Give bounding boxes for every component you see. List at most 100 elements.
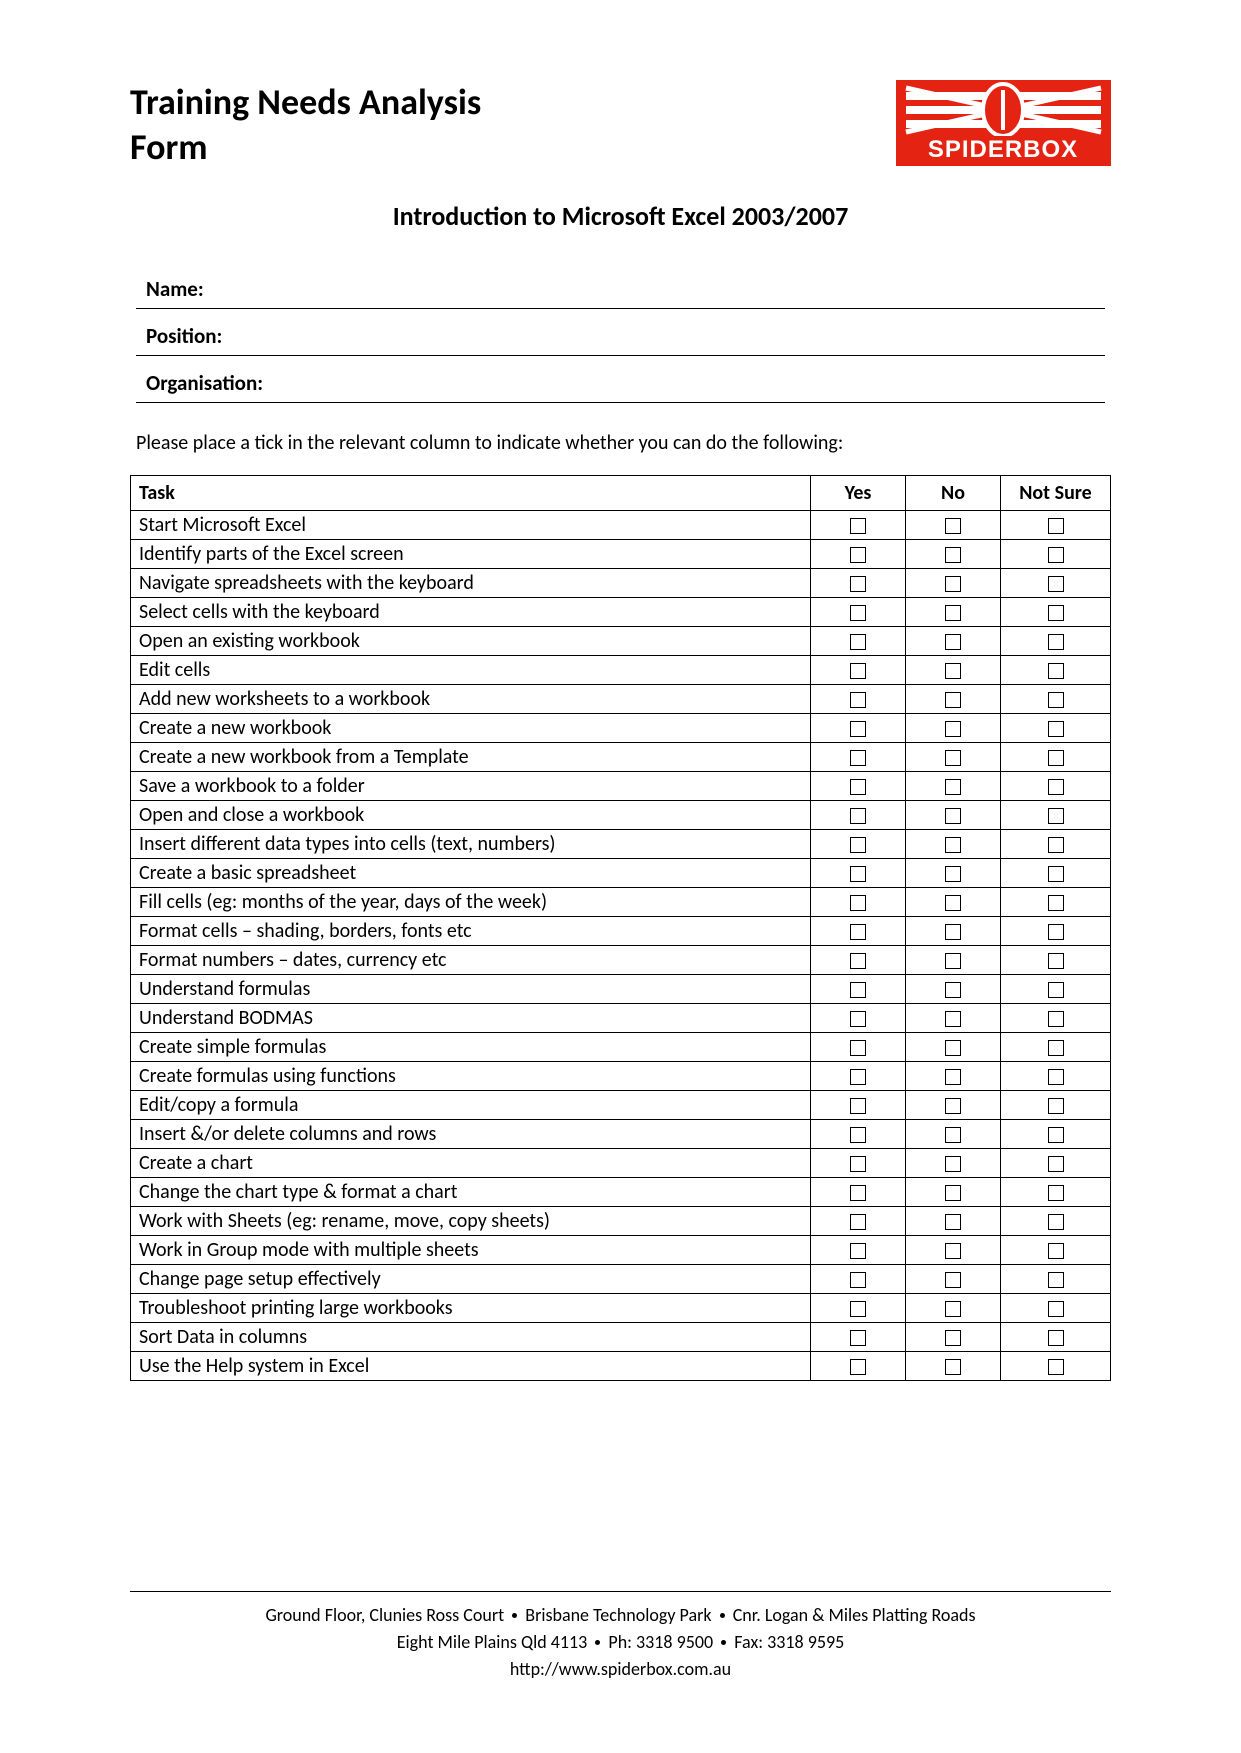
checkbox-icon[interactable] xyxy=(945,1185,961,1201)
checkbox-cell-notsure[interactable] xyxy=(1001,946,1111,975)
checkbox-icon[interactable] xyxy=(945,576,961,592)
checkbox-icon[interactable] xyxy=(945,721,961,737)
checkbox-cell-no[interactable] xyxy=(906,917,1001,946)
checkbox-cell-no[interactable] xyxy=(906,830,1001,859)
checkbox-cell-notsure[interactable] xyxy=(1001,714,1111,743)
checkbox-cell-yes[interactable] xyxy=(811,917,906,946)
checkbox-cell-yes[interactable] xyxy=(811,656,906,685)
checkbox-icon[interactable] xyxy=(850,1069,866,1085)
checkbox-icon[interactable] xyxy=(1048,518,1064,534)
checkbox-icon[interactable] xyxy=(945,1214,961,1230)
checkbox-icon[interactable] xyxy=(850,518,866,534)
checkbox-cell-notsure[interactable] xyxy=(1001,1033,1111,1062)
checkbox-icon[interactable] xyxy=(945,1098,961,1114)
checkbox-cell-no[interactable] xyxy=(906,1120,1001,1149)
checkbox-icon[interactable] xyxy=(945,1040,961,1056)
checkbox-icon[interactable] xyxy=(850,866,866,882)
checkbox-icon[interactable] xyxy=(1048,750,1064,766)
checkbox-cell-notsure[interactable] xyxy=(1001,1294,1111,1323)
checkbox-icon[interactable] xyxy=(1048,1272,1064,1288)
checkbox-cell-notsure[interactable] xyxy=(1001,627,1111,656)
checkbox-icon[interactable] xyxy=(850,982,866,998)
checkbox-icon[interactable] xyxy=(945,1301,961,1317)
checkbox-icon[interactable] xyxy=(850,547,866,563)
checkbox-icon[interactable] xyxy=(1048,895,1064,911)
checkbox-icon[interactable] xyxy=(1048,692,1064,708)
checkbox-icon[interactable] xyxy=(945,663,961,679)
checkbox-icon[interactable] xyxy=(945,1069,961,1085)
checkbox-cell-yes[interactable] xyxy=(811,540,906,569)
checkbox-icon[interactable] xyxy=(1048,1301,1064,1317)
checkbox-icon[interactable] xyxy=(1048,1330,1064,1346)
checkbox-cell-yes[interactable] xyxy=(811,1120,906,1149)
checkbox-cell-yes[interactable] xyxy=(811,1062,906,1091)
checkbox-cell-yes[interactable] xyxy=(811,714,906,743)
checkbox-icon[interactable] xyxy=(850,1272,866,1288)
checkbox-cell-no[interactable] xyxy=(906,598,1001,627)
checkbox-icon[interactable] xyxy=(850,953,866,969)
checkbox-icon[interactable] xyxy=(945,866,961,882)
checkbox-cell-notsure[interactable] xyxy=(1001,1207,1111,1236)
checkbox-icon[interactable] xyxy=(1048,1156,1064,1172)
checkbox-icon[interactable] xyxy=(1048,1359,1064,1375)
checkbox-cell-no[interactable] xyxy=(906,1352,1001,1381)
checkbox-cell-notsure[interactable] xyxy=(1001,772,1111,801)
checkbox-cell-yes[interactable] xyxy=(811,1149,906,1178)
checkbox-icon[interactable] xyxy=(945,837,961,853)
checkbox-cell-yes[interactable] xyxy=(811,1004,906,1033)
checkbox-cell-no[interactable] xyxy=(906,975,1001,1004)
checkbox-cell-notsure[interactable] xyxy=(1001,859,1111,888)
checkbox-cell-yes[interactable] xyxy=(811,627,906,656)
checkbox-icon[interactable] xyxy=(945,634,961,650)
checkbox-cell-yes[interactable] xyxy=(811,830,906,859)
checkbox-icon[interactable] xyxy=(1048,1069,1064,1085)
checkbox-cell-yes[interactable] xyxy=(811,598,906,627)
checkbox-icon[interactable] xyxy=(945,1243,961,1259)
checkbox-icon[interactable] xyxy=(850,779,866,795)
checkbox-icon[interactable] xyxy=(1048,663,1064,679)
checkbox-icon[interactable] xyxy=(1048,1040,1064,1056)
checkbox-icon[interactable] xyxy=(1048,1214,1064,1230)
checkbox-cell-notsure[interactable] xyxy=(1001,1062,1111,1091)
checkbox-cell-notsure[interactable] xyxy=(1001,511,1111,540)
checkbox-icon[interactable] xyxy=(850,750,866,766)
checkbox-cell-no[interactable] xyxy=(906,1149,1001,1178)
checkbox-cell-yes[interactable] xyxy=(811,569,906,598)
checkbox-cell-yes[interactable] xyxy=(811,1265,906,1294)
checkbox-cell-notsure[interactable] xyxy=(1001,540,1111,569)
checkbox-cell-no[interactable] xyxy=(906,859,1001,888)
checkbox-icon[interactable] xyxy=(850,692,866,708)
name-field[interactable]: Name: xyxy=(136,270,1105,309)
checkbox-cell-yes[interactable] xyxy=(811,1236,906,1265)
checkbox-cell-notsure[interactable] xyxy=(1001,1120,1111,1149)
checkbox-icon[interactable] xyxy=(850,1243,866,1259)
checkbox-cell-yes[interactable] xyxy=(811,859,906,888)
checkbox-cell-yes[interactable] xyxy=(811,1033,906,1062)
checkbox-cell-notsure[interactable] xyxy=(1001,1265,1111,1294)
checkbox-cell-yes[interactable] xyxy=(811,888,906,917)
checkbox-cell-yes[interactable] xyxy=(811,975,906,1004)
checkbox-icon[interactable] xyxy=(945,1272,961,1288)
checkbox-cell-no[interactable] xyxy=(906,1004,1001,1033)
checkbox-icon[interactable] xyxy=(1048,953,1064,969)
checkbox-icon[interactable] xyxy=(945,1330,961,1346)
checkbox-cell-notsure[interactable] xyxy=(1001,801,1111,830)
checkbox-icon[interactable] xyxy=(1048,547,1064,563)
checkbox-cell-notsure[interactable] xyxy=(1001,1091,1111,1120)
checkbox-cell-no[interactable] xyxy=(906,1236,1001,1265)
checkbox-cell-no[interactable] xyxy=(906,801,1001,830)
checkbox-cell-yes[interactable] xyxy=(811,772,906,801)
checkbox-cell-no[interactable] xyxy=(906,627,1001,656)
position-field[interactable]: Position: xyxy=(136,317,1105,356)
checkbox-cell-no[interactable] xyxy=(906,656,1001,685)
organisation-field[interactable]: Organisation: xyxy=(136,364,1105,403)
checkbox-icon[interactable] xyxy=(850,1040,866,1056)
checkbox-icon[interactable] xyxy=(1048,866,1064,882)
checkbox-icon[interactable] xyxy=(850,1359,866,1375)
checkbox-cell-notsure[interactable] xyxy=(1001,743,1111,772)
checkbox-icon[interactable] xyxy=(1048,924,1064,940)
checkbox-icon[interactable] xyxy=(850,808,866,824)
checkbox-cell-no[interactable] xyxy=(906,772,1001,801)
checkbox-cell-no[interactable] xyxy=(906,1323,1001,1352)
checkbox-cell-yes[interactable] xyxy=(811,743,906,772)
